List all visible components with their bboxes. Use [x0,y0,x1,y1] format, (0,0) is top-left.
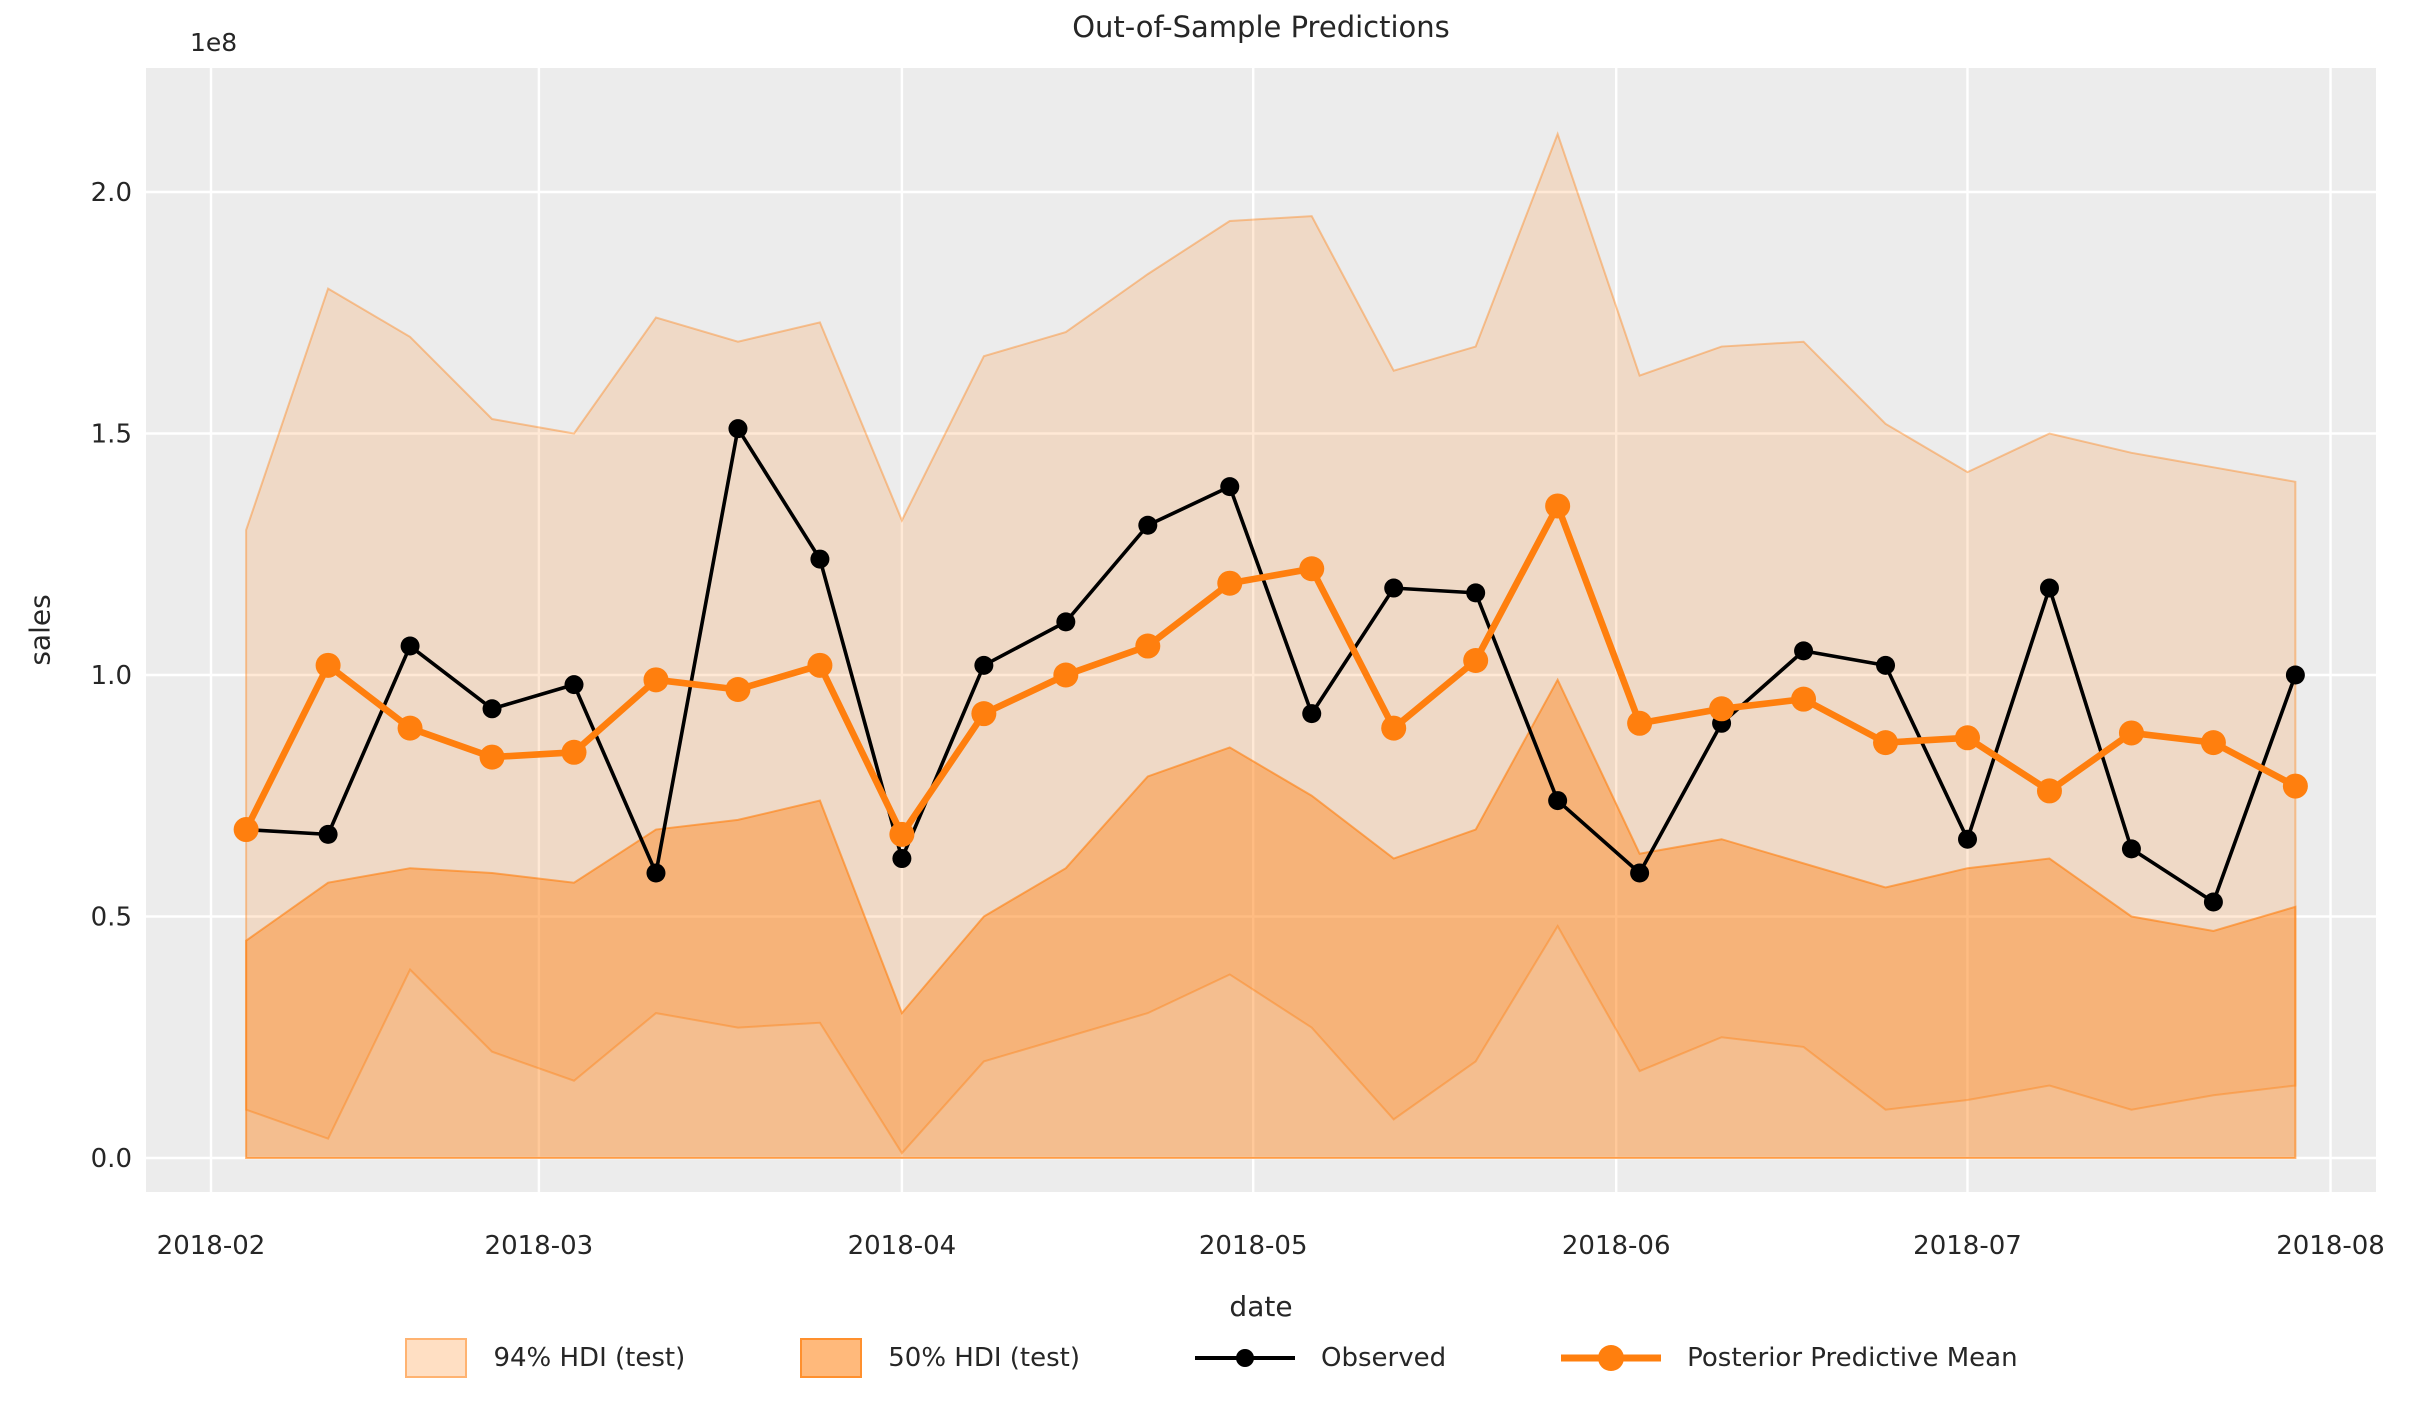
svg-text:2018-06: 2018-06 [1562,1231,1671,1261]
svg-text:1.0: 1.0 [91,661,132,691]
observed-line-marker-icon [1195,1345,1296,1371]
legend-label-posterior-mean: Posterior Predictive Mean [1687,1343,2018,1373]
gridlines [146,68,2376,1192]
observed-series [236,419,2305,912]
svg-text:2018-08: 2018-08 [2276,1231,2385,1261]
legend-item-observed: Observed [1195,1343,1446,1373]
legend-label-50-hdi: 50% HDI (test) [888,1343,1081,1373]
svg-text:2.0: 2.0 [91,178,132,208]
hdi-50-swatch-icon [800,1338,863,1378]
x-axis-label: date [1229,1290,1293,1323]
legend-item-50-hdi: 50% HDI (test) [800,1338,1080,1378]
axes-background [146,68,2376,1192]
y-axis-label: sales [23,594,57,666]
svg-text:0.0: 0.0 [91,1144,132,1174]
svg-text:2018-02: 2018-02 [157,1231,266,1261]
svg-text:2018-05: 2018-05 [1199,1231,1308,1261]
hdi-50-band [245,677,2297,1159]
tick-labels: 0.0 0.5 1.0 1.5 2.0 2018-02 2018-03 2018-04 2018… [91,178,2385,1261]
svg-text:2018-03: 2018-03 [485,1231,594,1261]
posterior-mean-series [233,493,2308,847]
svg-text:0.5: 0.5 [91,903,132,933]
svg-text:2018-07: 2018-07 [1913,1231,2022,1261]
legend-item-posterior-mean: Posterior Predictive Mean [1561,1343,2018,1373]
legend-label-observed: Observed [1321,1343,1447,1373]
posterior-mean-line-marker-icon [1561,1345,1662,1371]
svg-text:1.5: 1.5 [91,420,132,450]
legend-item-94-hdi: 94% HDI (test) [405,1338,685,1378]
hdi-94-swatch-icon [405,1338,468,1378]
y-axis-offset-label: 1e8 [190,28,238,57]
legend: 94% HDI (test) 50% HDI (test) Observed P… [0,1338,2423,1378]
svg-text:2018-04: 2018-04 [848,1231,957,1261]
chart-title: Out-of-Sample Predictions [1072,10,1450,44]
legend-label-94-hdi: 94% HDI (test) [493,1343,686,1373]
